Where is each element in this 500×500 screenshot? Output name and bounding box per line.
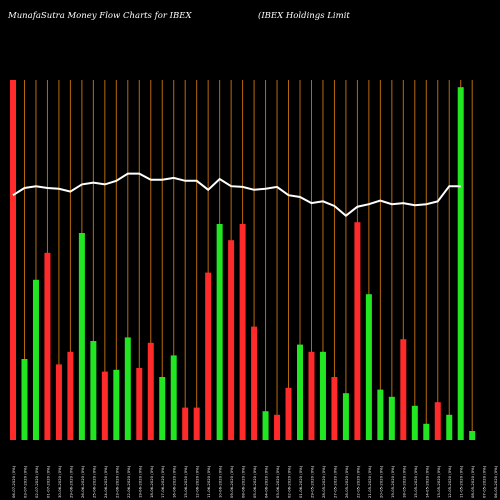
- chart-title: MunafaSutra Money Flow Charts for IBEX: [8, 11, 192, 21]
- x-tick-label: 14-05-2020 (0%): [424, 465, 429, 498]
- x-tick-label: 24-06-2020 (0%): [103, 465, 108, 498]
- money-flow-bar: [400, 339, 407, 440]
- chart-subtitle: (IBEX Holdings Limit: [258, 11, 350, 21]
- x-tick-label: 18-06-2020 (0%): [149, 465, 154, 498]
- money-flow-bar: [285, 387, 292, 440]
- x-tick-label: 21-05-2020 (0%): [367, 465, 372, 498]
- x-tick-label: 26-05-2020 (0%): [344, 465, 349, 498]
- x-tick-label: 29-05-2020 (0%): [309, 465, 314, 498]
- x-tick-label: 12-05-2020 (0%): [447, 465, 452, 498]
- money-flow-bar: [308, 351, 315, 440]
- money-flow-bar: [469, 431, 476, 440]
- x-tick-label: 17-06-2020 (0%): [160, 465, 165, 498]
- money-flow-bar: [354, 222, 361, 440]
- x-tick-label: 11-05-2020 (0%): [459, 465, 464, 498]
- money-flow-bar: [377, 389, 384, 440]
- money-flow-bar: [101, 371, 108, 440]
- x-tick-label: 20-05-2020 (0%): [378, 465, 383, 498]
- x-tick-label: 01-07-2020 (0%): [45, 465, 50, 498]
- money-flow-bar: [136, 368, 143, 440]
- x-tick-label: 26-06-2020 (0%): [80, 465, 85, 498]
- x-tick-label: 27-05-2020 (0%): [332, 465, 337, 498]
- money-flow-bar: [205, 272, 212, 440]
- x-tick-label: 29-06-2020 (0%): [68, 465, 73, 498]
- x-tick-label: 12-06-2020 (0%): [195, 465, 200, 498]
- x-tick-label: 18-05-2020 (0%): [401, 465, 406, 498]
- money-flow-bar: [78, 233, 85, 440]
- x-tick-label: 25-06-2020 (0%): [91, 465, 96, 498]
- x-tick-label: 16-06-2020 (0%): [172, 465, 177, 498]
- money-flow-bar: [251, 326, 258, 440]
- money-flow-bar: [216, 224, 223, 440]
- money-flow-bar: [193, 407, 200, 440]
- x-tick-label: 19-06-2020 (0%): [137, 465, 142, 498]
- money-flow-bar: [331, 377, 338, 440]
- x-tick-label: 15-05-2020 (0%): [413, 465, 418, 498]
- money-flow-bar: [319, 351, 326, 440]
- money-flow-bar: [32, 279, 39, 440]
- x-tick-label: 08-05-2020 (0%): [470, 465, 475, 498]
- money-flow-bar: [239, 224, 246, 440]
- x-tick-label: 22-05-2020 (0%): [355, 465, 360, 498]
- x-tick-label: 22-06-2020 (0%): [126, 465, 131, 498]
- money-flow-bar: [55, 364, 62, 440]
- x-tick-label: 05-06-2020 (0%): [252, 465, 257, 498]
- money-flow-bar: [365, 294, 372, 440]
- money-flow-bar: [228, 240, 235, 440]
- money-flow-bar: [67, 351, 74, 440]
- money-flow-bar: [113, 369, 120, 440]
- money-flow-bar: [10, 80, 16, 440]
- money-flow-bar: [170, 355, 177, 440]
- money-flow-bar: [297, 344, 303, 440]
- money-flow-bar: [90, 341, 97, 440]
- x-tick-label: 02-06-2020 (0%): [287, 465, 292, 498]
- x-tick-label: 08-06-2020 (0%): [241, 465, 246, 498]
- money-flow-bar: [411, 405, 418, 440]
- x-tick-label: 15-06-2020 (0%): [183, 465, 188, 498]
- money-flow-bar: [159, 377, 166, 440]
- x-tick-label: 06-07-2020 (0%): [11, 465, 16, 498]
- x-tick-label: 01-06-2020 (0%): [298, 465, 303, 498]
- money-flow-bar: [274, 414, 281, 440]
- x-tick-label: 07-05-2020 (0%): [482, 465, 487, 498]
- x-tick-label: 28-05-2020 (0%): [321, 465, 326, 498]
- money-flow-bar: [124, 337, 131, 440]
- money-flow-bar: [457, 87, 464, 440]
- money-flow-bar: [388, 396, 395, 440]
- x-tick-label: 03-07-2020 (0%): [22, 465, 27, 498]
- x-tick-label: 10-06-2020 (0%): [218, 465, 223, 498]
- money-flow-bar: [262, 411, 269, 440]
- money-flow-bar: [342, 393, 349, 440]
- money-flow-bars: [10, 80, 476, 440]
- money-flow-bar: [182, 407, 189, 440]
- x-tick-label: 06-05-2020 (0%): [493, 465, 498, 498]
- x-tick-labels: 06-07-2020 (0%) 03-07-2020 (0%) 02-07-2020…: [11, 465, 498, 498]
- x-tick-label: 09-06-2020 (0%): [229, 465, 234, 498]
- x-tick-label: 13-05-2020 (0%): [436, 465, 441, 498]
- money-flow-bar: [423, 423, 430, 440]
- money-flow-bar: [21, 359, 28, 440]
- money-flow-bar: [147, 342, 154, 440]
- x-tick-label: 03-06-2020 (0%): [275, 465, 280, 498]
- x-tick-label: 19-05-2020 (0%): [390, 465, 395, 498]
- money-flow-bar: [44, 252, 51, 440]
- money-flow-line: [12, 172, 461, 218]
- money-flow-bar: [446, 414, 453, 440]
- x-tick-label: 02-07-2020 (0%): [34, 465, 39, 498]
- x-tick-label: 11-06-2020 (0%): [206, 465, 211, 498]
- x-tick-label: 04-06-2020 (0%): [264, 465, 269, 498]
- x-tick-label: 23-06-2020 (0%): [114, 465, 119, 498]
- money-flow-bar: [434, 402, 441, 440]
- x-tick-label: 30-06-2020 (0%): [57, 465, 62, 498]
